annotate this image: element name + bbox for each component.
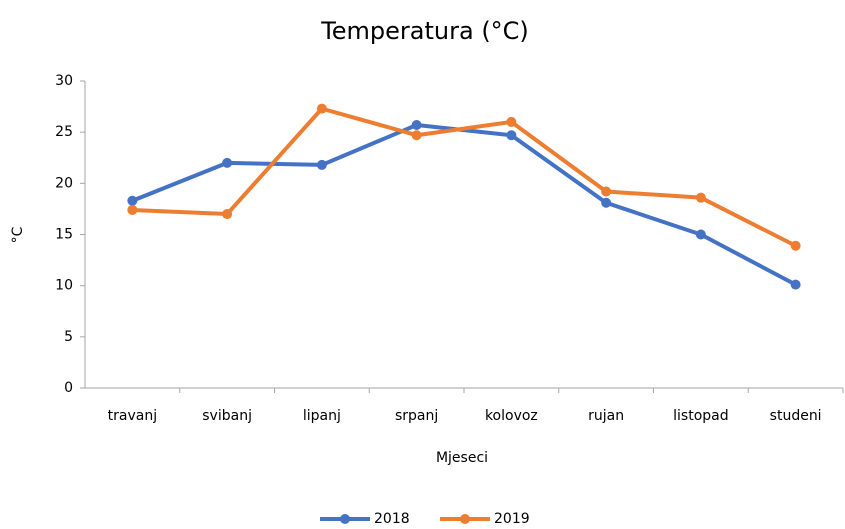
y-tick-label: 30 [55,73,73,89]
data-point [316,103,327,114]
series-line [132,106,797,248]
data-point [127,204,138,215]
x-axis-label: Mjeseci [436,450,488,466]
x-tick-label: listopad [673,408,728,424]
data-point [695,192,706,203]
x-tick-label: studeni [770,408,822,424]
data-point [506,116,517,127]
data-point [316,159,327,170]
legend-marker [340,514,350,524]
data-point [506,130,517,141]
data-point [790,279,801,290]
data-point [695,229,706,240]
x-tick-label: srpanj [395,408,438,424]
y-tick-label: 15 [55,227,73,243]
data-point [222,157,233,168]
y-tick-label: 20 [55,175,73,191]
data-point [222,209,233,220]
y-tick-label: 25 [55,124,73,140]
chart-title: Temperatura (°C) [320,17,529,45]
legend-label: 2019 [494,511,530,527]
data-point [411,130,422,141]
y-tick-label: 0 [64,380,73,396]
x-tick-label: kolovoz [485,408,538,424]
data-point [601,197,612,208]
x-tick-label: rujan [588,408,624,424]
x-tick-label: travanj [108,408,157,424]
y-tick-label: 10 [55,278,73,294]
x-tick-label: lipanj [303,408,341,424]
legend-marker [460,514,470,524]
data-point [411,120,422,131]
y-tick-label: 5 [64,329,73,345]
legend-label: 2018 [374,511,410,527]
data-point [127,195,138,206]
y-axis-label: °C [10,226,26,243]
data-point [601,186,612,197]
data-point [790,240,801,251]
series-line [131,123,797,287]
x-tick-label: svibanj [202,408,252,424]
